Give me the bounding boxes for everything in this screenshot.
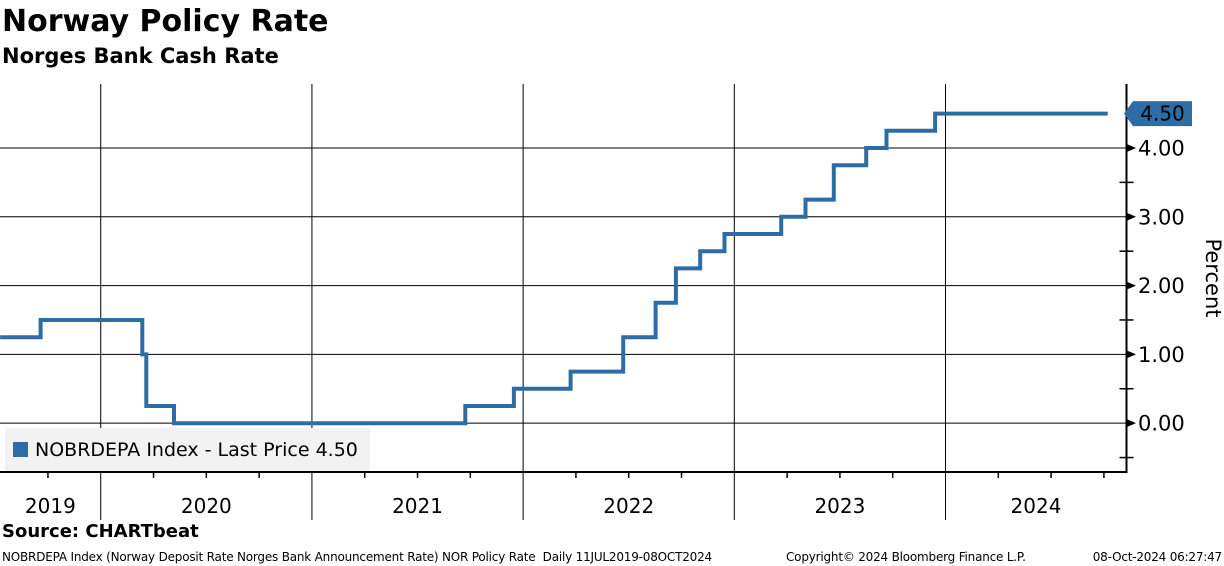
rate-step-line-group (0, 111, 1108, 426)
x-year-label: 2019 (25, 494, 76, 518)
last-price-tag: 4.50 (1124, 101, 1192, 127)
x-gridlines (100, 84, 947, 472)
legend-swatch-icon (13, 442, 28, 457)
x-year-separators (100, 472, 947, 520)
y-tick-label: 2.00 (1138, 274, 1185, 298)
y-tick-labels: 0.00 1.00 2.00 3.00 4.00 (1138, 136, 1185, 435)
x-year-label: 2020 (181, 494, 232, 518)
footer-security-description: NOBRDEPA Index (Norway Deposit Rate Norg… (2, 550, 712, 564)
source-label: Source: CHARTbeat (2, 521, 199, 542)
y-tick-arrow (1125, 281, 1136, 291)
footer-copyright: Copyright© 2024 Bloomberg Finance L.P. (786, 550, 1026, 564)
y-axis-title: Percent (1201, 238, 1224, 317)
page-title: Norway Policy Rate (2, 4, 329, 39)
y-tick-label: 4.00 (1138, 136, 1185, 160)
y-tick-arrow (1125, 212, 1136, 222)
x-year-label: 2021 (392, 494, 443, 518)
y-tick-arrow (1125, 418, 1136, 428)
y-gridlines (0, 147, 1127, 424)
x-year-label: 2022 (603, 494, 654, 518)
x-year-label: 2024 (1011, 494, 1062, 518)
y-tick-arrow (1125, 143, 1136, 153)
legend-label: NOBRDEPA Index - Last Price 4.50 (35, 438, 358, 461)
y-tick-arrow (1125, 349, 1136, 359)
last-price-tag-shape (1124, 101, 1192, 127)
axis-lines (0, 84, 1128, 473)
footer-timestamp: 08-Oct-2024 06:27:47 (1092, 550, 1222, 564)
x-year-labels: 2019 2020 2021 2022 2023 2024 (25, 494, 1062, 518)
last-price-tag-value: 4.50 (1140, 102, 1185, 126)
x-year-label: 2023 (814, 494, 865, 518)
legend: NOBRDEPA Index - Last Price 4.50 (5, 428, 370, 471)
y-tick-label: 3.00 (1138, 205, 1185, 229)
y-tick-label: 0.00 (1138, 412, 1185, 436)
rate-step-line (0, 111, 1108, 426)
page-subtitle: Norges Bank Cash Rate (2, 44, 279, 68)
y-tick-label: 1.00 (1138, 343, 1185, 367)
y-tick-arrows (1125, 143, 1136, 428)
